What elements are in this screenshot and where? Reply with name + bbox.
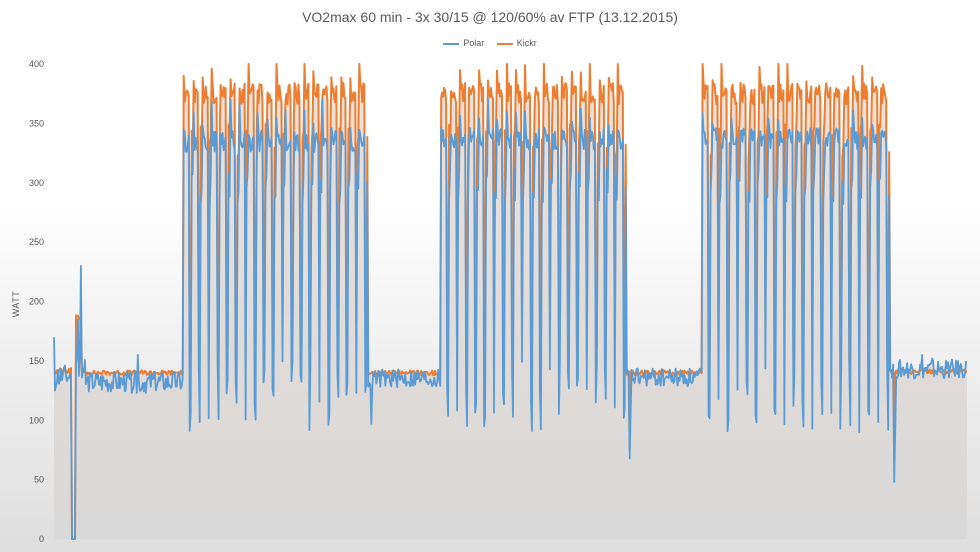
series-line-kickr <box>53 63 967 540</box>
y-tick-label: 0 <box>39 534 44 544</box>
y-tick-label: 300 <box>29 178 44 188</box>
series-line-polar <box>53 97 967 540</box>
y-tick-label: 400 <box>29 59 44 69</box>
legend-swatch-kickr <box>496 42 513 45</box>
legend-label-kickr: Kickr <box>516 38 537 48</box>
y-tick-label: 200 <box>29 297 44 307</box>
legend: Polar Kickr <box>0 38 980 48</box>
y-tick-label: 100 <box>29 415 44 425</box>
legend-swatch-polar <box>443 42 460 45</box>
y-axis-ticks: 0 50 100 150 200 250 300 350 400 <box>29 59 44 544</box>
y-tick-label: 150 <box>29 356 44 366</box>
legend-item-kickr[interactable]: Kickr <box>496 38 537 48</box>
y-tick-label: 350 <box>29 118 44 128</box>
chart-title: VO2max 60 min - 3x 30/15 @ 120/60% av FT… <box>302 9 678 25</box>
legend-label-polar: Polar <box>463 38 485 48</box>
legend-item-polar[interactable]: Polar <box>443 38 484 48</box>
y-tick-label: 50 <box>34 475 44 485</box>
y-tick-label: 250 <box>29 237 44 247</box>
